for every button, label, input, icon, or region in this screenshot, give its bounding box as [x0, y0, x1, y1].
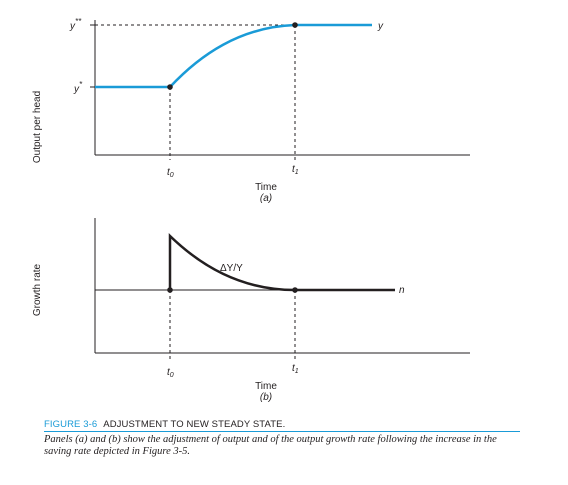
- panel-a-t0-label: t0: [167, 167, 174, 179]
- panel-b-growth-label: ΔY/Y: [220, 263, 243, 274]
- panel-b-t0-label: t0: [167, 367, 174, 379]
- figure-title: ADJUSTMENT TO NEW STEADY STATE.: [103, 419, 286, 430]
- panel-b-t1-label: t1: [292, 363, 299, 375]
- panel-a-xlabel: Time: [255, 182, 277, 193]
- panel-a: Output per head y* y** y t0 t1 Time (a): [32, 17, 470, 204]
- panel-b-growth-curve: [168, 233, 395, 292]
- figure-caption-text: Panels (a) and (b) show the adjustment o…: [44, 434, 497, 457]
- panel-a-marker-t0: [167, 84, 173, 90]
- panel-b-marker-t0: [167, 287, 173, 293]
- figure-number: FIGURE 3-6: [44, 419, 98, 430]
- panel-a-y-curve: [95, 23, 372, 89]
- panel-b-ylabel: Growth rate: [32, 263, 43, 316]
- panel-a-t1-label: t1: [292, 164, 299, 176]
- panel-a-ylabel: Output per head: [32, 91, 43, 163]
- panel-a-marker-t1: [292, 22, 298, 28]
- panel-b-n-label: n: [399, 285, 405, 296]
- figure-caption-heading: FIGURE 3-6 ADJUSTMENT TO NEW STEADY STATE…: [44, 419, 520, 432]
- panel-b-panel-label: (b): [260, 392, 272, 403]
- panel-a-y-series-label: y: [377, 21, 384, 32]
- panel-b: Growth rate ΔY/Y n t0 t1 Time (b): [32, 218, 470, 403]
- panel-a-panel-label: (a): [260, 193, 272, 204]
- panel-b-xlabel: Time: [255, 381, 277, 392]
- panel-b-marker-t1: [292, 287, 298, 293]
- figure-caption: FIGURE 3-6 ADJUSTMENT TO NEW STEADY STATE…: [44, 419, 520, 458]
- panel-a-ystar-label: y*: [73, 80, 83, 95]
- panel-a-ydoublestar-label: y**: [69, 17, 82, 32]
